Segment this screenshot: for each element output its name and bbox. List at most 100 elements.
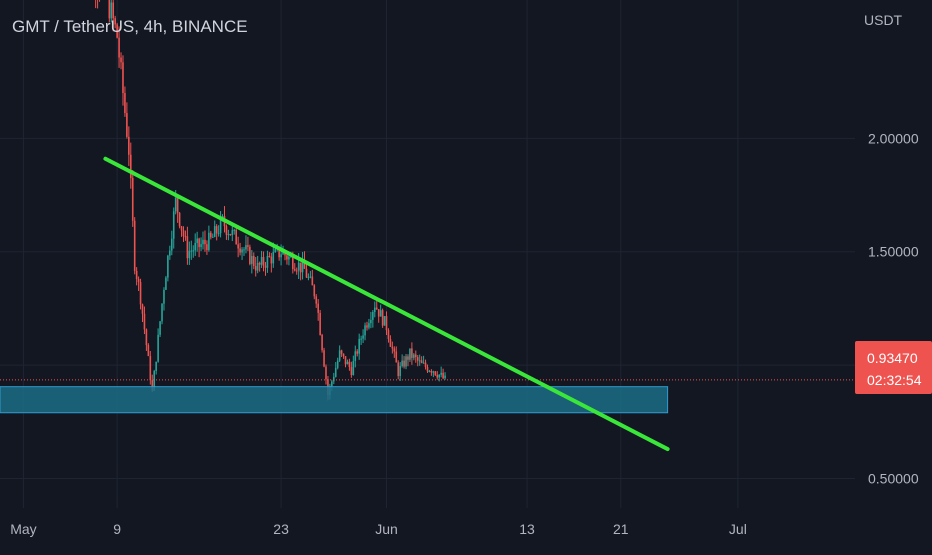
candle xyxy=(182,226,185,242)
candle xyxy=(262,251,265,272)
candle xyxy=(120,52,122,70)
candle xyxy=(317,299,319,321)
candle xyxy=(245,235,247,254)
candle xyxy=(403,355,405,369)
candle xyxy=(112,0,115,32)
time-tick-label: May xyxy=(10,521,36,537)
candle xyxy=(155,361,157,375)
countdown-timer: 02:32:54 xyxy=(867,372,922,388)
candle xyxy=(444,372,446,380)
candle xyxy=(165,276,167,290)
time-tick-label: Jul xyxy=(729,521,747,537)
candle xyxy=(352,355,355,376)
candle xyxy=(180,225,183,237)
candle xyxy=(237,236,239,258)
candle xyxy=(264,261,267,276)
last-price-value: 0.93470 xyxy=(867,350,918,366)
candlestick-series xyxy=(95,0,446,401)
candle xyxy=(196,231,198,252)
candle xyxy=(161,303,163,325)
candle xyxy=(286,252,288,265)
candle xyxy=(313,284,316,300)
candle xyxy=(268,252,271,258)
candle xyxy=(243,247,245,256)
candle xyxy=(114,15,116,29)
candle xyxy=(399,362,401,381)
time-tick-label: Jun xyxy=(375,521,398,537)
candle xyxy=(233,228,236,235)
candle xyxy=(340,349,343,357)
candle xyxy=(251,250,253,274)
time-tick-label: 23 xyxy=(273,521,289,537)
candle xyxy=(373,301,376,318)
candle xyxy=(169,245,171,260)
candle xyxy=(137,276,140,292)
candle xyxy=(198,237,200,258)
candle xyxy=(336,357,339,370)
candle xyxy=(217,225,220,237)
candle xyxy=(311,269,314,286)
candle xyxy=(167,254,169,282)
support-zone[interactable] xyxy=(0,386,669,414)
candle xyxy=(424,359,427,370)
time-tick-label: 13 xyxy=(519,521,535,537)
candle xyxy=(422,355,425,364)
candle xyxy=(409,348,411,362)
candle xyxy=(385,311,388,335)
candle xyxy=(258,261,261,272)
candle xyxy=(356,349,359,357)
candle xyxy=(334,362,337,378)
candle xyxy=(206,240,208,255)
candle xyxy=(364,322,366,341)
candle xyxy=(407,354,409,367)
candle xyxy=(366,321,368,331)
candle xyxy=(200,237,202,252)
candle xyxy=(413,353,415,361)
candle xyxy=(393,346,396,358)
candle xyxy=(395,346,398,363)
candle xyxy=(139,278,142,310)
candle xyxy=(418,354,421,366)
symbol-title: GMT / TetherUS, 4h, BINANCE xyxy=(12,17,248,36)
candle xyxy=(186,226,189,265)
time-axis: May 9 23 Jun 13 21 Jul xyxy=(10,521,747,537)
candle xyxy=(299,262,302,281)
candle xyxy=(428,369,431,373)
candle xyxy=(440,366,442,378)
candle xyxy=(436,371,439,380)
candle xyxy=(215,224,218,241)
candle xyxy=(252,252,255,270)
candle xyxy=(344,356,347,368)
last-price-badge: 0.93470 02:32:54 xyxy=(855,341,932,394)
candle xyxy=(368,318,370,330)
candle xyxy=(135,267,138,286)
candle xyxy=(309,270,312,279)
candle xyxy=(342,353,345,359)
candle xyxy=(370,311,372,329)
candle xyxy=(288,254,290,266)
trendline[interactable] xyxy=(103,156,670,452)
candle xyxy=(227,229,230,241)
candle xyxy=(192,245,195,258)
candle xyxy=(315,294,318,308)
candle xyxy=(208,225,210,252)
candle xyxy=(401,354,403,368)
candle xyxy=(157,328,159,363)
candle xyxy=(372,309,374,328)
candle xyxy=(231,225,234,242)
candle xyxy=(375,300,378,310)
candle xyxy=(110,0,113,23)
candle xyxy=(346,359,349,365)
candle xyxy=(149,351,152,385)
candle xyxy=(145,328,148,351)
candle xyxy=(128,126,130,167)
candle xyxy=(348,358,351,371)
candle xyxy=(333,372,335,385)
candle xyxy=(247,236,249,252)
candle xyxy=(305,262,308,279)
candle xyxy=(416,355,419,367)
candle xyxy=(391,341,394,354)
candle xyxy=(213,220,216,238)
